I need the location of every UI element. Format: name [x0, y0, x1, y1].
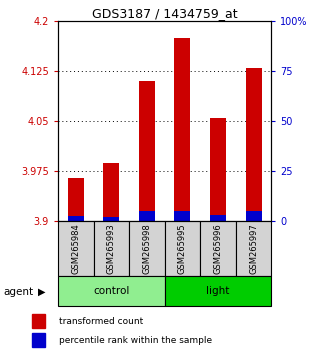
Bar — [165, 221, 200, 276]
Bar — [174, 38, 190, 211]
Text: GSM265995: GSM265995 — [178, 223, 187, 274]
Bar — [103, 217, 119, 221]
Bar — [139, 81, 155, 211]
Bar — [58, 221, 93, 276]
Bar — [139, 211, 155, 221]
Bar — [210, 118, 226, 215]
Bar — [246, 211, 261, 221]
Bar — [174, 211, 190, 221]
Text: GSM265984: GSM265984 — [71, 223, 80, 274]
Bar — [32, 314, 45, 328]
Bar — [200, 221, 236, 276]
Text: GSM265997: GSM265997 — [249, 223, 258, 274]
Bar — [103, 162, 119, 217]
Bar — [165, 276, 271, 306]
Text: GSM265993: GSM265993 — [107, 223, 116, 274]
Bar — [68, 178, 84, 216]
Bar — [246, 68, 261, 211]
Text: percentile rank within the sample: percentile rank within the sample — [59, 336, 212, 345]
Bar — [68, 216, 84, 221]
Bar — [93, 221, 129, 276]
Text: control: control — [93, 286, 129, 296]
Text: transformed count: transformed count — [59, 317, 143, 326]
Text: light: light — [206, 286, 230, 296]
Text: GSM265996: GSM265996 — [213, 223, 222, 274]
Text: GSM265998: GSM265998 — [142, 223, 151, 274]
Bar — [236, 221, 271, 276]
Text: agent: agent — [3, 287, 33, 297]
Title: GDS3187 / 1434759_at: GDS3187 / 1434759_at — [92, 7, 237, 20]
Text: ▶: ▶ — [38, 287, 45, 297]
Bar — [58, 276, 165, 306]
Bar — [129, 221, 165, 276]
Bar — [210, 215, 226, 221]
Bar — [32, 333, 45, 347]
